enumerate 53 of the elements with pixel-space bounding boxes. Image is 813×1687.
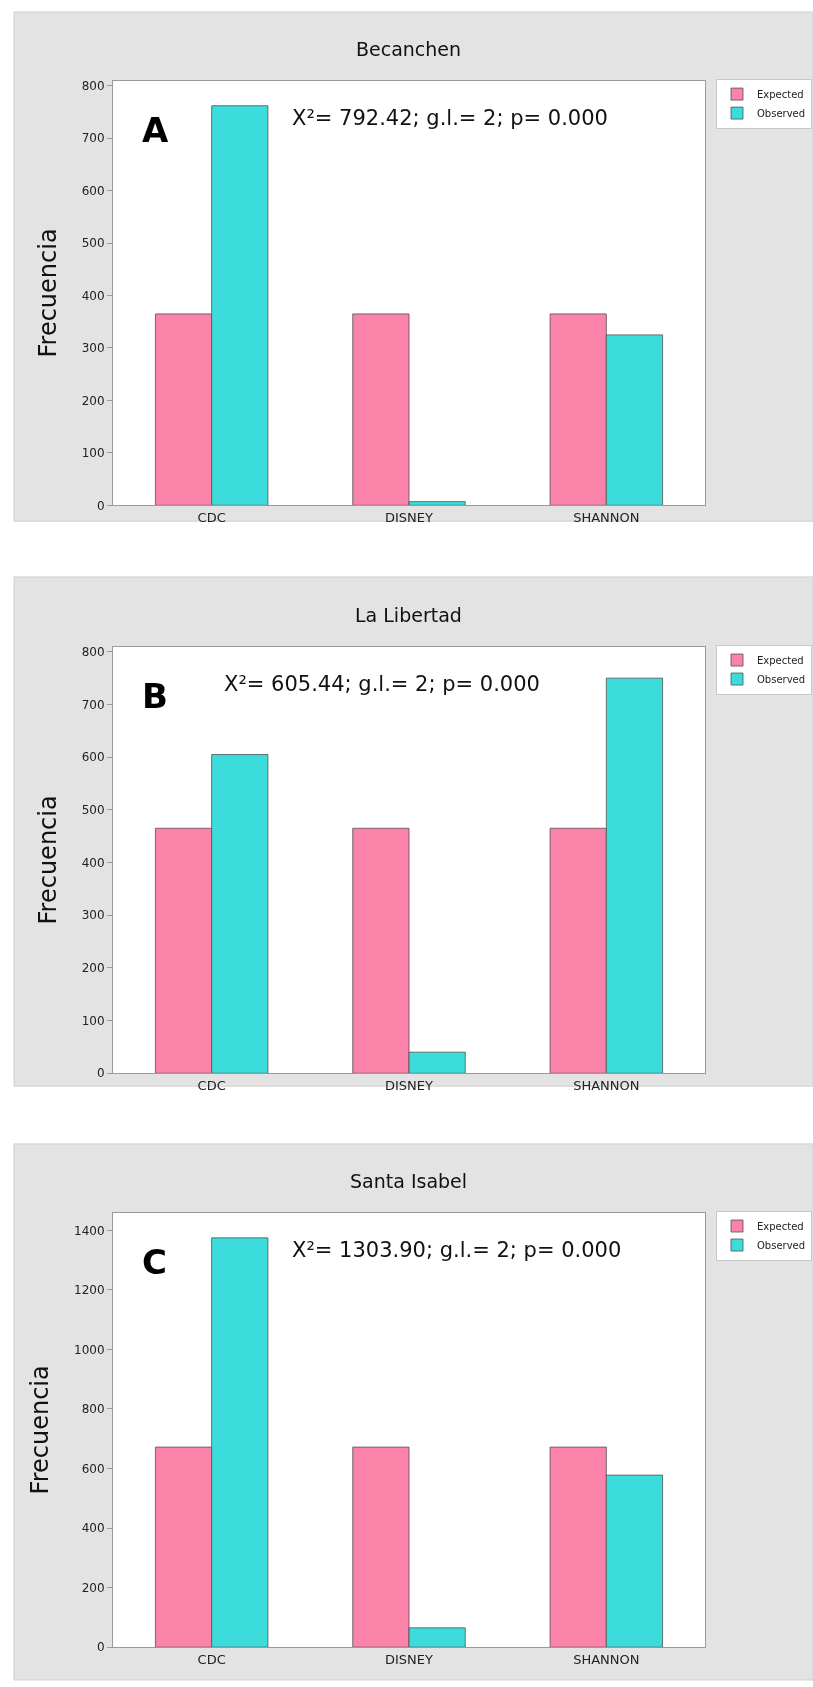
- chart-title: Becanchen: [356, 38, 462, 60]
- y-axis-title: Frecuencia: [33, 228, 62, 358]
- annotation: X²= 605.44; g.l.= 2; p= 0.000: [224, 672, 540, 696]
- y-tick-label: 200: [81, 1580, 105, 1595]
- legend-label: Observed: [757, 107, 806, 119]
- x-tick-label: SHANNON: [573, 1651, 640, 1667]
- y-tick-label: 700: [81, 697, 105, 712]
- y-axis-title: Frecuencia: [26, 1365, 55, 1495]
- y-tick-label: 200: [81, 961, 105, 976]
- y-tick-label: 800: [81, 645, 105, 660]
- y-tick-label: 800: [81, 1402, 105, 1417]
- legend-label: Expected: [757, 654, 804, 666]
- x-tick-label: DISNEY: [385, 1651, 434, 1667]
- x-tick-label: SHANNON: [573, 1077, 640, 1093]
- y-tick-label: 600: [81, 750, 105, 765]
- y-tick-label: 600: [81, 183, 105, 198]
- x-tick-label: CDC: [197, 1651, 226, 1667]
- y-tick-label: 400: [81, 288, 105, 303]
- y-tick-label: 1000: [74, 1342, 105, 1357]
- y-tick-label: 600: [81, 1461, 105, 1476]
- y-tick-label: 500: [81, 236, 105, 251]
- annotation: A: [142, 110, 169, 150]
- legend-label: Expected: [757, 88, 804, 100]
- y-tick-label: 300: [81, 341, 105, 356]
- x-tick-label: DISNEY: [385, 509, 434, 525]
- chart-title: La Libertad: [355, 604, 462, 626]
- x-tick-label: DISNEY: [385, 1077, 434, 1093]
- x-tick-label: CDC: [197, 1077, 226, 1093]
- y-tick-label: 500: [81, 803, 105, 818]
- y-tick-label: 100: [81, 446, 105, 461]
- y-axis-title: Frecuencia: [33, 795, 62, 925]
- y-tick-label: 200: [81, 393, 105, 408]
- y-tick-label: 300: [81, 908, 105, 923]
- y-tick-label: 1400: [74, 1223, 105, 1238]
- y-tick-label: 0: [96, 1066, 105, 1081]
- legend-label: Observed: [757, 673, 806, 685]
- y-tick-label: 1200: [74, 1283, 105, 1298]
- y-tick-label: 100: [81, 1013, 105, 1028]
- y-tick-label: 400: [81, 855, 105, 870]
- y-tick-label: 400: [81, 1521, 105, 1536]
- annotation: X²= 792.42; g.l.= 2; p= 0.000: [292, 106, 608, 130]
- annotation: C: [142, 1242, 167, 1282]
- y-tick-label: 800: [81, 79, 105, 94]
- x-tick-label: SHANNON: [573, 509, 640, 525]
- y-tick-label: 0: [96, 498, 105, 513]
- chart-title: Santa Isabel: [350, 1170, 468, 1192]
- annotation: B: [142, 676, 168, 716]
- x-tick-label: CDC: [197, 509, 226, 525]
- legend-label: Expected: [757, 1220, 804, 1232]
- y-tick-label: 0: [96, 1640, 105, 1655]
- y-tick-label: 700: [81, 131, 105, 146]
- annotation: X²= 1303.90; g.l.= 2; p= 0.000: [292, 1238, 622, 1262]
- legend-label: Observed: [757, 1239, 806, 1251]
